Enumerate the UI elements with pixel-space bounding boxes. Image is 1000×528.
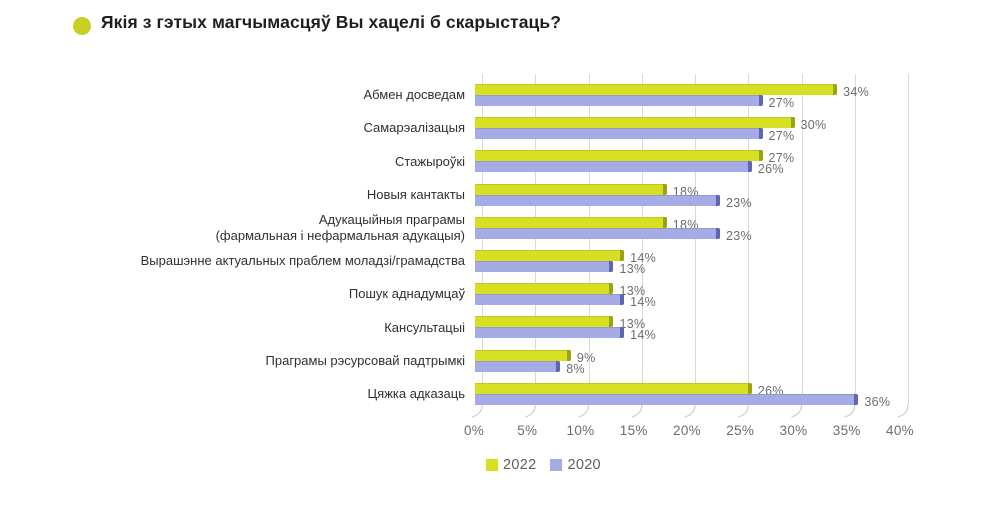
grid-line bbox=[908, 74, 909, 405]
bar-2020 bbox=[475, 261, 614, 272]
axis-tick-label: 10% bbox=[566, 423, 595, 438]
axis-tick-label: 30% bbox=[779, 423, 808, 438]
category-label: Новыя кантакты bbox=[366, 186, 465, 202]
grid-line bbox=[641, 74, 643, 405]
bar-2022 bbox=[475, 382, 752, 394]
bar-2022-endcap bbox=[758, 150, 763, 162]
category-label: Кансультацыі bbox=[384, 319, 465, 335]
bullet-icon bbox=[73, 17, 91, 35]
axis-tick-label: 15% bbox=[619, 423, 648, 438]
value-label-2020: 27% bbox=[768, 129, 795, 144]
bar-2020 bbox=[475, 161, 752, 173]
category-label: Самарэалізацыя bbox=[363, 120, 465, 136]
bar-2022-endcap bbox=[790, 117, 795, 129]
axis-tick-label: 35% bbox=[832, 423, 861, 438]
bar-2020 bbox=[475, 294, 625, 306]
axis-tick-label: 20% bbox=[673, 423, 701, 438]
grid-line bbox=[801, 74, 803, 405]
axis-tick-label: 40% bbox=[886, 423, 914, 438]
value-label-2022: 9% bbox=[576, 350, 596, 365]
value-label-2020: 14% bbox=[630, 295, 657, 310]
category-label: Праграмы рэсурсовай падтрымкі bbox=[265, 352, 465, 368]
legend-item-2020: 2020 bbox=[550, 457, 601, 473]
value-label-2020: 27% bbox=[768, 96, 795, 110]
value-label-2022: 13% bbox=[619, 317, 646, 332]
category-label: Цяжка адказаць bbox=[367, 386, 465, 402]
bar-2022 bbox=[475, 117, 795, 129]
legend-swatch-2020 bbox=[550, 459, 563, 471]
value-label-2020: 14% bbox=[630, 328, 657, 343]
bar-2020-endcap bbox=[620, 294, 625, 306]
bar-2020 bbox=[475, 194, 720, 206]
bar-2020 bbox=[475, 227, 720, 239]
axis-tick-label: 5% bbox=[517, 423, 538, 438]
value-label-2022: 13% bbox=[619, 284, 646, 299]
category-label: Абмен досведам bbox=[363, 87, 465, 103]
bar-2020-endcap bbox=[715, 227, 720, 239]
value-label-2020: 13% bbox=[619, 262, 646, 276]
legend: 2022 2020 bbox=[486, 457, 601, 473]
bar-2020-endcap bbox=[620, 327, 625, 339]
bar-2020-endcap bbox=[715, 194, 720, 206]
value-label-2020: 36% bbox=[864, 394, 891, 409]
bar-2022 bbox=[475, 349, 571, 361]
category-label: Пошук аднадумцаў bbox=[348, 286, 465, 302]
bar-2022-endcap bbox=[620, 250, 625, 261]
bar-2020 bbox=[475, 128, 763, 140]
bar-2020-endcap bbox=[854, 393, 859, 405]
bar-2022 bbox=[475, 183, 667, 195]
bar-2022 bbox=[475, 283, 614, 295]
bar-2020 bbox=[475, 360, 561, 372]
bar-2022 bbox=[475, 250, 625, 261]
bar-2022-endcap bbox=[747, 382, 752, 394]
bar-2020-endcap bbox=[609, 261, 614, 272]
bar-2020-endcap bbox=[556, 360, 561, 372]
axis-tick-label: 0% bbox=[463, 423, 485, 438]
bar-2022-endcap bbox=[566, 349, 571, 361]
grid-line bbox=[588, 74, 590, 405]
value-label-2022: 14% bbox=[630, 251, 657, 265]
category-label: Вырашэнне актуальных праблем моладзі/гра… bbox=[140, 253, 465, 269]
bar-2022 bbox=[475, 150, 763, 162]
bar-2022-endcap bbox=[609, 316, 614, 328]
bar-2022-endcap bbox=[833, 84, 838, 95]
legend-swatch-2022 bbox=[486, 459, 498, 471]
grid-line bbox=[535, 74, 537, 405]
bar-2022-endcap bbox=[609, 283, 614, 295]
bar-2020-endcap bbox=[747, 161, 752, 173]
bar-2022 bbox=[475, 316, 614, 328]
category-label: Стажыроўкі bbox=[394, 153, 465, 169]
value-label-2020: 8% bbox=[566, 361, 585, 376]
grid-line bbox=[748, 74, 750, 405]
value-label-2022: 34% bbox=[843, 85, 870, 99]
chart-title: Якія з гэтых магчымасцяў Вы хацелі б ска… bbox=[101, 12, 562, 32]
value-label-2022: 27% bbox=[768, 151, 795, 166]
bar-2020 bbox=[475, 95, 763, 106]
bar-2020 bbox=[475, 393, 859, 405]
value-label-2020: 26% bbox=[757, 162, 784, 177]
legend-label-2022: 2022 bbox=[503, 457, 537, 473]
grid-line bbox=[482, 74, 483, 405]
grid-line bbox=[854, 74, 856, 405]
axis-tick-label: 25% bbox=[726, 423, 755, 438]
value-label-2020: 23% bbox=[725, 195, 752, 210]
bar-2020-endcap bbox=[758, 95, 763, 106]
category-label: Адукацыйныя праграмы (фармальная і нефар… bbox=[215, 212, 465, 243]
bar-2022-endcap bbox=[662, 183, 667, 195]
bar-2022-endcap bbox=[662, 216, 667, 228]
bar-2020 bbox=[475, 327, 625, 339]
legend-item-2022: 2022 bbox=[486, 457, 536, 473]
bar-2022 bbox=[475, 216, 667, 228]
grid-line bbox=[695, 74, 696, 405]
legend-label-2020: 2020 bbox=[567, 457, 601, 473]
value-label-2020: 23% bbox=[725, 228, 752, 243]
bar-2020-endcap bbox=[758, 128, 763, 140]
bar-2022 bbox=[475, 84, 838, 95]
value-label-2022: 30% bbox=[800, 118, 827, 133]
